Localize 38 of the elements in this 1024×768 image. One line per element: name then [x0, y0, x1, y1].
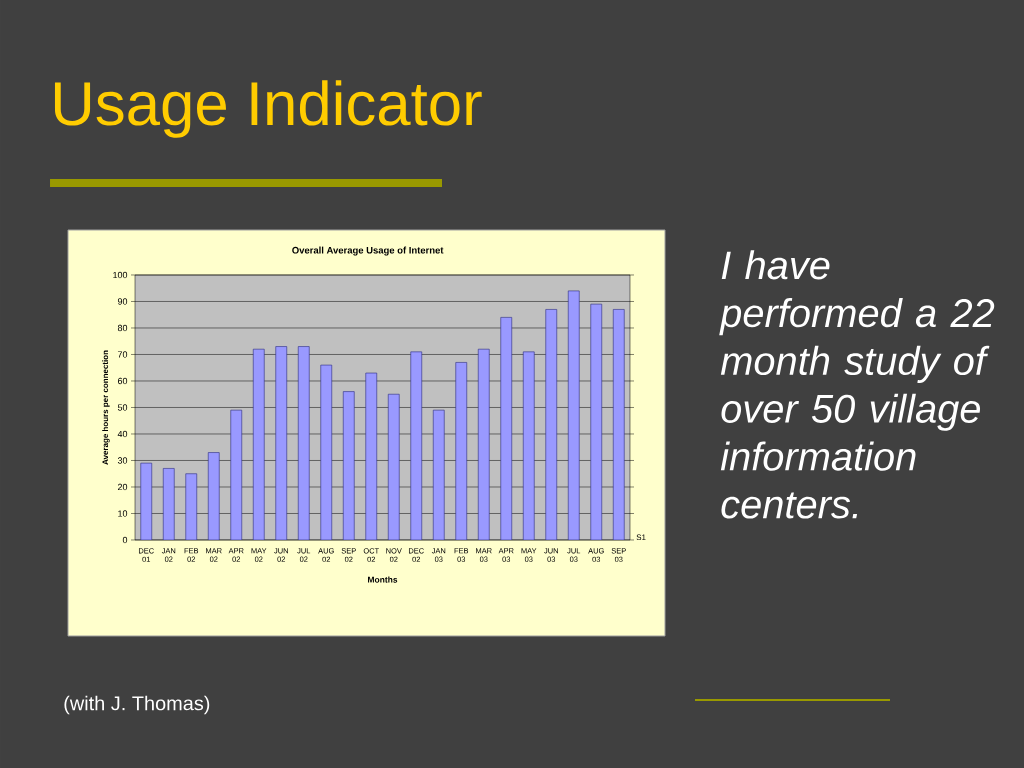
- y-tick-label: 30: [117, 457, 128, 464]
- y-tick-label: 50: [117, 404, 128, 411]
- bar: [365, 372, 378, 540]
- bar: [342, 391, 355, 540]
- y-tick-label: 90: [117, 298, 128, 305]
- y-tick-label: 0: [122, 536, 128, 544]
- bar: [387, 393, 400, 540]
- y-tick-label: 20: [117, 483, 128, 491]
- bar: [410, 351, 423, 540]
- bar: [207, 452, 220, 540]
- bar: [545, 309, 558, 540]
- y-tick-label: 80: [117, 324, 128, 332]
- bar: [455, 362, 468, 540]
- bar: [522, 351, 535, 540]
- bar: [252, 348, 265, 540]
- chart-title: Usage Indicator: [54, 80, 482, 138]
- bar: [567, 290, 580, 540]
- bar: [432, 409, 445, 540]
- bar: [275, 346, 288, 540]
- bar: [230, 409, 243, 540]
- y-tick-label: 40: [117, 430, 128, 438]
- bar: [500, 317, 513, 540]
- y-tick-label: 70: [117, 351, 128, 358]
- bar: [477, 348, 490, 540]
- x-axis-title: Months: [368, 576, 398, 583]
- y-tick-label: 100: [113, 271, 128, 279]
- bar: [140, 462, 153, 540]
- bar: [297, 346, 310, 540]
- bar: [162, 468, 175, 540]
- y-tick-label: 10: [118, 510, 128, 517]
- bar: [320, 364, 333, 540]
- bar: [612, 309, 625, 540]
- y-tick-label: 60: [117, 377, 128, 385]
- text: I have performed a 22 month study of over 50 village information centers.: [719, 250, 995, 519]
- bar: [590, 303, 603, 540]
- bar: [185, 473, 198, 540]
- text: (with J. Thomas): [64, 695, 210, 715]
- chart-subtitle: Overall Average Usage of Internet: [292, 246, 444, 256]
